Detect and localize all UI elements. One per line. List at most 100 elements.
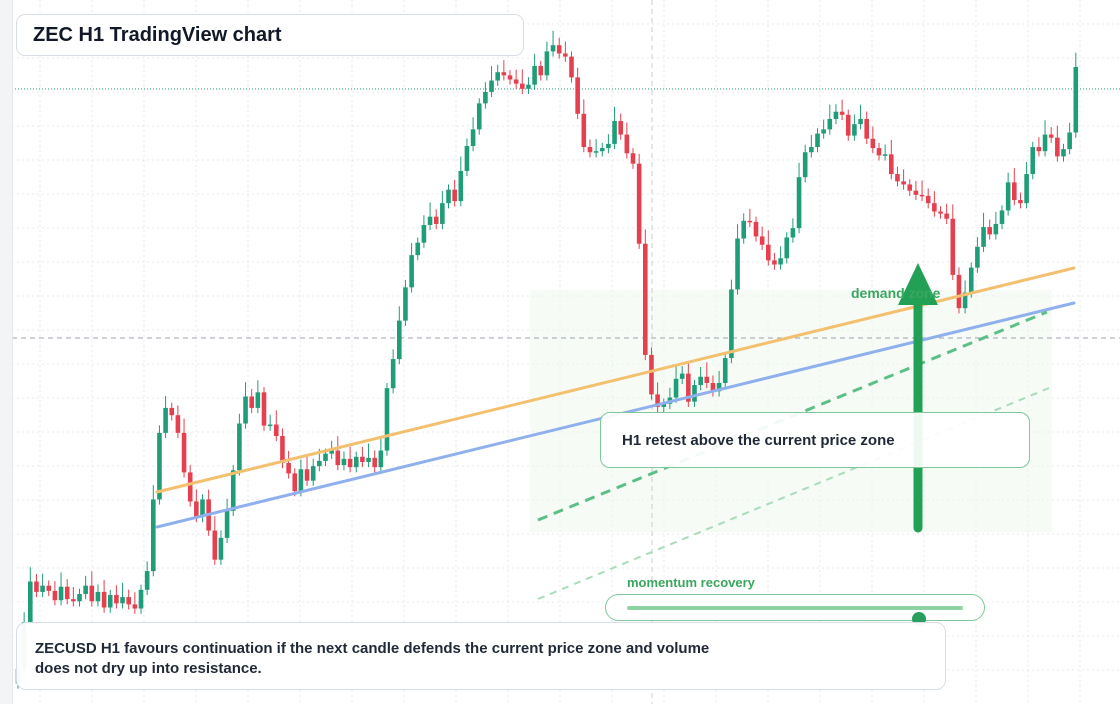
candle xyxy=(864,111,869,144)
candle xyxy=(476,98,482,135)
candle xyxy=(489,66,494,98)
candle xyxy=(870,126,876,154)
candle-body xyxy=(433,216,439,224)
candle-body xyxy=(114,595,119,604)
candle-body xyxy=(593,151,599,153)
candle-body xyxy=(643,243,648,355)
candle-body xyxy=(827,118,833,130)
candle-body xyxy=(304,469,310,481)
candle-body xyxy=(925,195,931,204)
candle xyxy=(261,387,267,431)
candle xyxy=(618,113,623,140)
candle xyxy=(538,60,544,81)
chart-title: ZEC H1 TradingView chart xyxy=(33,23,282,46)
candle-body xyxy=(230,470,236,511)
candle xyxy=(526,77,531,95)
candle-body xyxy=(427,216,433,225)
candle-body xyxy=(317,460,322,467)
candle-body xyxy=(175,415,181,433)
candle xyxy=(470,117,476,152)
candle xyxy=(692,379,697,407)
candle-body xyxy=(378,450,384,468)
candle-body xyxy=(1073,67,1079,133)
candle-body xyxy=(815,133,820,148)
candle-body xyxy=(458,170,464,202)
candle xyxy=(938,206,943,219)
candle xyxy=(772,252,777,270)
candle-body xyxy=(83,585,88,594)
candle xyxy=(298,459,304,497)
candle-body xyxy=(353,456,359,468)
candle-body xyxy=(341,458,347,466)
candle-body xyxy=(95,591,101,602)
candle-body xyxy=(729,289,734,359)
candle-body xyxy=(120,597,125,604)
candle xyxy=(882,144,888,161)
candle-body xyxy=(575,77,580,114)
candle xyxy=(218,530,224,565)
candle-body xyxy=(698,376,703,386)
candle xyxy=(28,567,33,628)
candle-body xyxy=(163,407,168,433)
candle-body xyxy=(200,499,205,518)
candle xyxy=(722,352,728,389)
candle-body xyxy=(692,385,697,402)
candle xyxy=(397,306,402,365)
candle xyxy=(77,588,82,607)
candle xyxy=(513,69,519,89)
candle xyxy=(796,162,802,234)
candle-body xyxy=(218,537,224,560)
candle-body xyxy=(766,244,771,261)
candle xyxy=(274,410,279,442)
candle xyxy=(138,584,144,614)
candle xyxy=(698,366,703,391)
candle-body xyxy=(470,129,476,147)
candle xyxy=(52,581,58,606)
candle-body xyxy=(397,320,402,360)
candle-body xyxy=(612,121,617,144)
candle-body xyxy=(704,376,710,383)
candle-body xyxy=(1048,134,1054,138)
candle xyxy=(575,67,580,119)
candle-body xyxy=(735,238,740,290)
candle-body xyxy=(747,220,753,223)
candle-body xyxy=(1067,132,1072,150)
candle xyxy=(729,279,734,364)
candle-body xyxy=(274,424,279,436)
momentum-indicator[interactable] xyxy=(605,594,985,626)
candle xyxy=(686,361,691,407)
candle-body xyxy=(655,394,660,407)
candle xyxy=(520,69,525,95)
candle xyxy=(440,191,445,230)
candle xyxy=(46,580,52,597)
candle xyxy=(1061,143,1066,162)
candle xyxy=(34,574,39,598)
candle-body xyxy=(802,152,808,178)
candle-body xyxy=(71,599,76,602)
candle-body xyxy=(255,392,261,408)
candle-body xyxy=(181,432,187,473)
candle-body xyxy=(956,274,962,309)
candle-body xyxy=(107,595,113,608)
candle xyxy=(107,589,113,613)
candle xyxy=(895,166,900,187)
candle xyxy=(403,279,408,326)
candle xyxy=(630,148,636,169)
candle xyxy=(181,418,187,478)
candle-body xyxy=(741,220,746,239)
candle xyxy=(889,139,894,180)
candle-body xyxy=(556,45,562,54)
candle xyxy=(151,485,156,577)
candle xyxy=(1018,192,1023,209)
candle-body xyxy=(968,267,974,293)
retest-callout-text: H1 retest above the current price zone xyxy=(622,431,895,449)
candle xyxy=(556,37,562,59)
candle xyxy=(483,82,488,109)
candle xyxy=(766,230,771,266)
candle-body xyxy=(907,184,913,191)
candle xyxy=(809,134,814,158)
candle xyxy=(1036,137,1042,157)
candle xyxy=(815,128,820,153)
candle xyxy=(372,450,377,473)
